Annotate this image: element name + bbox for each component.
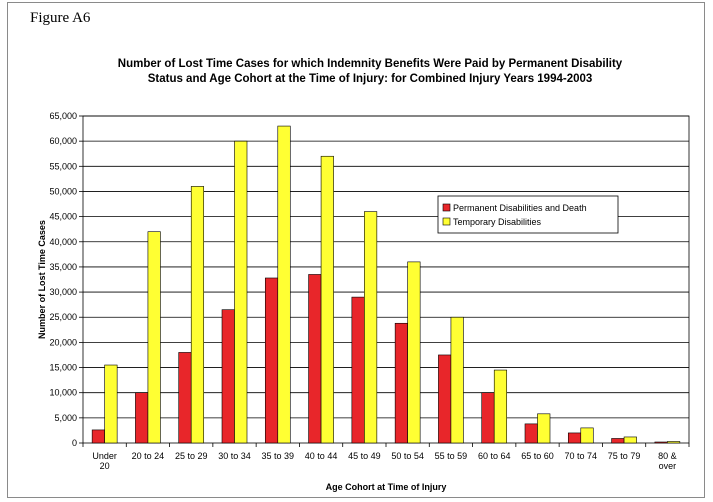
y-tick-label: 60,000 — [49, 136, 77, 146]
x-tick-label: over — [659, 461, 677, 471]
bar-permanent — [481, 392, 495, 444]
bar-permanent — [567, 432, 582, 444]
y-tick-label: 65,000 — [49, 111, 77, 121]
y-tick-label: 25,000 — [49, 312, 77, 322]
x-tick-label: 40 to 44 — [305, 451, 338, 461]
x-tick-label: 60 to 64 — [478, 451, 511, 461]
bar-temporary — [450, 316, 464, 444]
bar-permanent — [135, 392, 149, 444]
x-tick-label: 25 to 29 — [175, 451, 208, 461]
bar-temporary — [147, 231, 161, 444]
bar-permanent — [91, 429, 105, 444]
chart-title-line-2: Status and Age Cohort at the Time of Inj… — [147, 73, 593, 85]
bar-permanent — [221, 309, 235, 444]
bar-temporary — [537, 413, 551, 444]
bar-permanent — [308, 274, 322, 444]
x-tick-label: 55 to 59 — [435, 451, 468, 461]
x-tick-label: 30 to 34 — [218, 451, 251, 461]
y-tick-label: 50,000 — [49, 186, 77, 196]
y-tick-label: 10,000 — [49, 388, 77, 398]
y-tick-label: 0 — [72, 438, 77, 448]
x-tick-label: 50 to 54 — [391, 451, 424, 461]
bar-temporary — [234, 140, 248, 444]
y-tick-label: 45,000 — [49, 212, 77, 222]
x-tick-label: 80 & — [658, 451, 677, 461]
x-tick-label: 20 — [100, 461, 110, 471]
legend-swatch — [442, 203, 451, 212]
y-axis-title: Number of Lost Time Cases — [37, 220, 47, 339]
bar-permanent — [438, 354, 452, 444]
legend-label: Permanent Disabilities and Death — [453, 203, 587, 213]
legend-label: Temporary Disabilities — [453, 217, 542, 227]
bar-permanent — [351, 296, 365, 444]
bar-temporary — [277, 125, 291, 444]
x-tick-label: 75 to 79 — [608, 451, 641, 461]
x-tick-label: 70 to 74 — [565, 451, 598, 461]
y-tick-label: 40,000 — [49, 237, 77, 247]
bar-temporary — [104, 364, 118, 444]
bar-permanent — [654, 441, 668, 444]
y-tick-label: 55,000 — [49, 161, 77, 171]
plot-area — [82, 115, 690, 444]
x-tick-label: 45 to 49 — [348, 451, 381, 461]
legend-swatch — [442, 217, 451, 226]
bar-temporary — [407, 261, 421, 444]
bar-permanent — [264, 277, 279, 444]
bar-permanent — [178, 352, 192, 444]
x-tick-label: 20 to 24 — [132, 451, 165, 461]
chart-title-line-1: Number of Lost Time Cases for which Inde… — [117, 58, 623, 70]
bar-temporary — [667, 441, 681, 444]
bar-temporary — [623, 436, 637, 444]
legend-box — [437, 195, 619, 234]
bar-temporary — [580, 427, 594, 444]
y-tick-label: 5,000 — [54, 413, 77, 423]
bar-temporary — [320, 155, 334, 444]
figure-label: Figure A6 — [30, 10, 91, 26]
bar-temporary — [364, 211, 378, 444]
bar-permanent — [611, 438, 625, 444]
x-tick-label: 65 to 60 — [521, 451, 554, 461]
bar-permanent — [394, 322, 408, 444]
bar-temporary — [190, 186, 205, 444]
x-tick-label: 35 to 39 — [262, 451, 295, 461]
bar-permanent — [524, 423, 538, 444]
x-axis-title: Age Cohort at Time of Injury — [326, 482, 447, 492]
y-tick-label: 20,000 — [49, 337, 77, 347]
y-tick-label: 15,000 — [49, 363, 77, 373]
y-tick-label: 35,000 — [49, 262, 77, 272]
bar-temporary — [493, 369, 508, 444]
y-tick-label: 30,000 — [49, 287, 77, 297]
x-tick-label: Under — [92, 451, 117, 461]
